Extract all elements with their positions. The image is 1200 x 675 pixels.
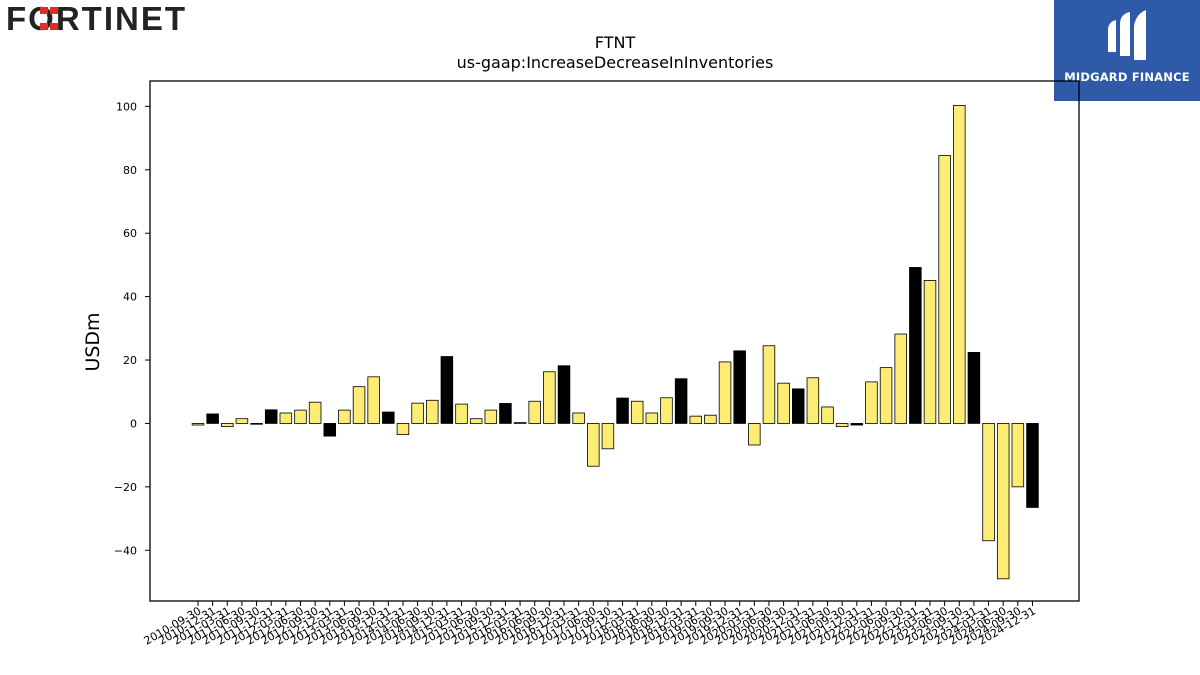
emblem-stroke-1 [1108, 20, 1116, 52]
y-tick-label: 40 [123, 291, 137, 304]
bar-2019-12-31 [733, 350, 746, 424]
bar-2020-12-31 [791, 388, 805, 424]
y-tick-label: −40 [114, 544, 137, 557]
bar-2014-12-31 [440, 356, 454, 424]
bar-2024-06-30 [996, 423, 1010, 580]
bar-2017-03-31 [572, 412, 585, 424]
bar-2019-06-30 [704, 414, 717, 424]
bar-2013-09-30 [367, 376, 380, 424]
bar-2016-03-31 [513, 422, 527, 424]
emblem-stroke-2 [1120, 12, 1130, 56]
bar-2016-06-30 [528, 400, 541, 424]
fortinet-logo: FORTINET [4, 0, 236, 38]
bar-2014-09-30 [425, 399, 439, 424]
bar-2012-03-31 [279, 412, 293, 424]
chart-subtitle: us-gaap:IncreaseDecreaseInInventories [457, 53, 774, 72]
bar-2014-03-31 [396, 423, 410, 435]
x-axis-ticks: 2010-09-302010-12-312011-03-312011-06-30… [142, 601, 1038, 648]
bar-2013-12-31 [382, 411, 395, 424]
y-tick-label: 100 [116, 100, 137, 113]
bar-2020-09-30 [777, 382, 790, 424]
bar-2012-06-30 [294, 409, 307, 424]
y-tick-label: 20 [123, 354, 137, 367]
y-axis-ticks: −40 −20 0 20 40 60 80 100 [114, 100, 150, 557]
midgard-emblem-icon [1108, 10, 1146, 60]
bar-2015-06-30 [469, 418, 483, 424]
y-axis-label: USDm [82, 312, 104, 371]
bar-2011-12-31 [264, 409, 278, 424]
bar-2022-12-31 [909, 267, 922, 424]
bar-2020-06-30 [762, 345, 776, 424]
bar-2023-09-30 [953, 105, 966, 424]
bar-2024-03-31 [982, 423, 995, 542]
emblem-stroke-3 [1134, 10, 1146, 60]
bar-2016-12-31 [557, 365, 571, 424]
fortinet-logo-mark-3 [40, 23, 48, 30]
bar-2015-09-30 [484, 409, 498, 424]
bar-2012-09-30 [308, 401, 322, 424]
bar-2023-03-31 [923, 280, 937, 424]
bar-2022-06-30 [879, 367, 893, 424]
bar-2017-09-30 [601, 423, 615, 450]
plot-frame [149, 80, 1080, 602]
chart-title: FTNT [595, 33, 636, 52]
bar-2011-06-30 [235, 418, 249, 424]
bar-2023-06-30 [938, 155, 951, 424]
bar-2024-09-30 [1011, 423, 1025, 488]
fortinet-logo-mark-2 [50, 7, 58, 14]
fortinet-logo-mark-4 [50, 23, 58, 30]
midgard-finance-logo: MIDGARD FINANCE [1054, 0, 1200, 101]
bar-2024-12-31 [1026, 423, 1039, 508]
bar-2013-06-30 [352, 386, 366, 424]
bar-2017-06-30 [587, 423, 600, 467]
bar-2022-09-30 [894, 333, 907, 424]
bar-2022-03-31 [865, 381, 878, 424]
bar-2015-03-31 [455, 403, 468, 424]
bar-2021-06-30 [821, 406, 834, 424]
bar-2023-12-31 [967, 352, 981, 424]
bar-series [191, 105, 1039, 580]
bar-2013-03-31 [338, 409, 351, 424]
bar-2018-03-31 [630, 400, 644, 424]
bar-2019-09-30 [718, 361, 732, 424]
y-tick-label: 0 [130, 417, 137, 430]
bar-2021-12-31 [850, 423, 864, 426]
bar-2011-09-30 [250, 423, 263, 425]
bar-2021-09-30 [835, 423, 849, 428]
bar-2016-09-30 [543, 371, 556, 424]
y-tick-label: 80 [123, 164, 137, 177]
fortinet-logo-graphic: FORTINET [6, 0, 187, 37]
bar-2015-12-31 [499, 403, 512, 424]
bar-2010-12-31 [206, 413, 219, 424]
bar-2012-12-31 [323, 423, 337, 437]
bar-2010-09-30 [191, 423, 205, 426]
fortinet-logo-mark-1 [40, 7, 48, 14]
bar-2019-03-31 [689, 415, 703, 424]
bar-2018-12-31 [674, 378, 688, 424]
y-tick-label: 60 [123, 227, 137, 240]
bar-2017-12-31 [616, 397, 629, 424]
bar-2014-06-30 [411, 402, 424, 424]
y-tick-label: −20 [114, 481, 137, 494]
bar-2018-06-30 [645, 412, 659, 424]
bar-2021-03-31 [806, 377, 820, 424]
fortinet-logo-text: FORTINET [6, 2, 187, 37]
midgard-brand-text: MIDGARD FINANCE [1064, 70, 1190, 84]
bar-2020-03-31 [748, 423, 761, 446]
bar-2018-09-30 [660, 397, 673, 424]
bar-2011-03-31 [221, 423, 234, 428]
